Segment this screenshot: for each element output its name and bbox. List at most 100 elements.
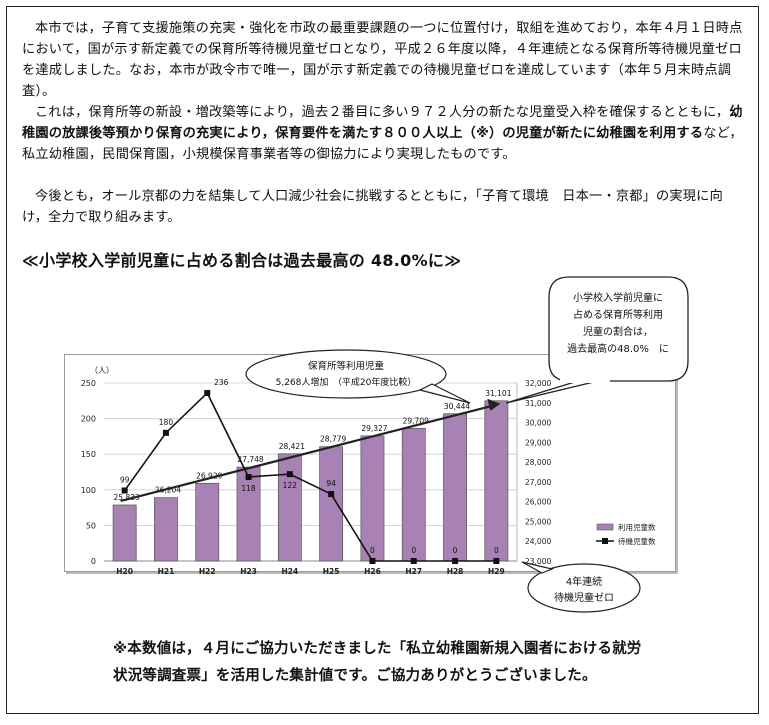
bar-label-H27: 29,709 [403, 416, 429, 425]
bar-label-H25: 28,779 [320, 435, 346, 444]
bar-H24 [277, 453, 302, 562]
paragraph-2: これは，保育所等の新設・増改築等により，過去２番目に多い９７２人分の新たな児童受… [22, 102, 744, 165]
bar-label-H24: 28,421 [279, 442, 305, 451]
footnote-line-2: 状況等調査票」を活用した集計値です。ご協力ありがとうございました。 [113, 668, 597, 684]
footnote-line-1: ※本数値は，４月にご協力いただきました「私立幼稚園新規入園者における就労 [113, 641, 642, 657]
waiting-label-H21: 180 [159, 418, 174, 427]
right-tick-label: 23,000 [525, 557, 551, 566]
waiting-label-H20: 99 [120, 476, 130, 485]
waiting-label-H23: 118 [241, 484, 256, 493]
waiting-label-H29: 0 [494, 546, 499, 555]
left-tick-label: 50 [86, 521, 96, 530]
waiting-point-H25 [328, 491, 335, 498]
waiting-point-H26 [369, 558, 376, 564]
callout-ratio-line: 児童の割合は， [583, 325, 653, 338]
bar-label-H23: 27,748 [237, 455, 263, 464]
category-label-H25: H25 [323, 567, 340, 576]
paragraph-2-bold: 幼稚園の放課後等預かり保育の充実により，保育要件を満たす８００人以上（※）の児童… [22, 105, 743, 141]
bar-H25 [319, 446, 344, 562]
left-tick-label: 200 [81, 415, 96, 424]
waiting-line [123, 391, 497, 562]
right-tick-label: 26,000 [525, 498, 551, 507]
callout-zero-line: 4年連続 [566, 575, 602, 588]
right-tick-label: 24,000 [525, 537, 551, 546]
waiting-point-H23 [245, 473, 252, 480]
category-label-H20: H20 [116, 567, 133, 576]
legend-bar-label: 利用児童数 [618, 522, 656, 532]
waiting-point-H27 [410, 558, 417, 564]
callout-ratio-line: 過去最高の48.0% に [567, 342, 669, 355]
legend-bar-swatch [596, 523, 614, 531]
category-label-H23: H23 [240, 567, 257, 576]
waiting-label-H24: 122 [283, 481, 298, 490]
waiting-label-H22: 236 [214, 378, 229, 387]
right-tick-label: 27,000 [525, 478, 551, 487]
bar-H28 [443, 413, 467, 562]
category-label-H26: H26 [364, 567, 381, 576]
bar-H21 [154, 497, 178, 562]
callout-ratio-joint [560, 379, 610, 383]
paragraph-2-text-c: など，私立幼稚園，民間保育園，小規模保育事業者等の御協力により実現したものです。 [22, 126, 743, 162]
callout-increase-line: 5,268人増加 （平成20年度比較） [276, 376, 417, 388]
waiting-label-H25: 94 [326, 479, 336, 488]
legend-line-marker [602, 538, 608, 544]
category-label-H21: H21 [158, 567, 175, 576]
left-tick-label: 100 [81, 486, 96, 495]
bar-H26 [360, 435, 385, 562]
bar-label-H20: 25,833 [114, 493, 140, 502]
waiting-label-H28: 0 [453, 546, 458, 555]
right-tick-label: 28,000 [525, 458, 551, 467]
paragraph-1: 本市では，子育て支援施策の充実・強化を市政の最重要課題の一つに位置付け，取組を進… [22, 18, 744, 102]
callout-ratio-pointer [505, 380, 599, 404]
bar-H23 [236, 466, 261, 562]
paragraph-1-text: 本市では，子育て支援施策の充実・強化を市政の最重要課題の一つに位置付け，取組を進… [22, 21, 743, 99]
category-label-H28: H28 [447, 567, 464, 576]
category-label-H27: H27 [405, 567, 422, 576]
paragraph-3: 今後とも，オール京都の力を結集して人口減少社会に挑戦するとともに，「子育て環境 … [22, 186, 744, 228]
bar-label-H26: 29,327 [361, 424, 387, 433]
trend-arrow-line [120, 404, 493, 503]
waiting-label-H26: 0 [370, 546, 375, 555]
waiting-point-H24 [286, 471, 293, 478]
callout-ratio-line: 小学校入学前児童に [573, 291, 663, 304]
waiting-point-H21 [162, 429, 169, 436]
bar-H20 [112, 504, 137, 562]
callout-increase-line: 保育所等利用児童 [308, 360, 385, 372]
callout-zero-bubble [527, 563, 641, 613]
bar-label-H28: 30,444 [444, 402, 470, 411]
waiting-point-H29 [493, 558, 500, 564]
callout-zero-line: 待機児童ゼロ [554, 591, 614, 604]
right-tick-label: 25,000 [525, 517, 551, 526]
category-label-H24: H24 [281, 567, 298, 576]
right-tick-label: 32,000 [525, 379, 551, 388]
left-axis-label: （人） [90, 366, 114, 375]
bar-H22 [195, 482, 220, 562]
bar-label-H22: 26,929 [196, 471, 222, 480]
paragraph-3-text: 今後とも，オール京都の力を結集して人口減少社会に挑戦するとともに，「子育て環境 … [22, 189, 723, 225]
bar-H27 [401, 427, 426, 562]
category-label-H22: H22 [199, 567, 216, 576]
callout-increase-bubble [245, 349, 447, 399]
waiting-point-H20 [121, 487, 128, 494]
left-tick-label: 150 [81, 450, 96, 459]
section-heading: ≪小学校入学前児童に占める割合は過去最高の 48.0%に≫ [22, 251, 462, 270]
left-tick-label: 0 [91, 557, 96, 566]
paragraph-2-text-a: これは，保育所等の新設・増改築等により，過去２番目に多い９７２人分の新たな児童受… [35, 105, 730, 120]
waiting-label-H27: 0 [411, 546, 416, 555]
left-tick-label: 250 [81, 379, 96, 388]
category-label-H29: H29 [488, 567, 505, 576]
bar-H29 [484, 400, 509, 562]
right-tick-label: 29,000 [525, 438, 551, 447]
legend-line-label: 待機児童数 [618, 536, 656, 546]
bar-label-H29: 31,101 [485, 389, 511, 398]
callout-increase-pointer [418, 383, 471, 404]
waiting-point-H22 [204, 389, 211, 396]
callout-zero-pointer [521, 561, 554, 574]
waiting-point-H28 [452, 558, 459, 564]
callout-ratio-bubble [548, 276, 689, 382]
callout-ratio-line: 占める保育所等利用 [573, 308, 663, 321]
bar-label-H21: 26,204 [155, 486, 181, 495]
right-tick-label: 31,000 [525, 399, 551, 408]
trend-arrow-head [487, 398, 501, 411]
